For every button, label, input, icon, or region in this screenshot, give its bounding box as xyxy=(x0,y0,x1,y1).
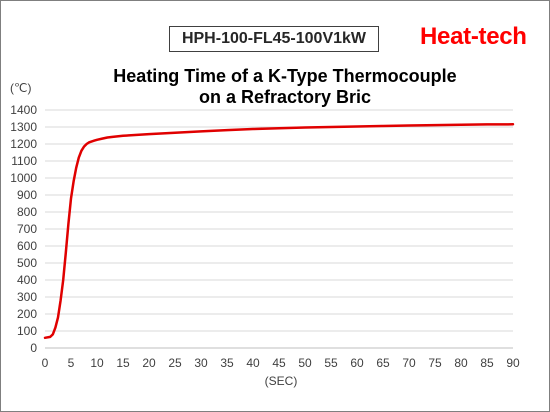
y-tick-label: 1300 xyxy=(10,120,37,134)
gridlines xyxy=(45,109,513,332)
chart-title-line-2: on a Refractory Bric xyxy=(198,87,372,107)
x-axis-label: (SEC) xyxy=(265,374,298,388)
brand-logo-text: Heat-tech xyxy=(420,23,527,50)
x-tick-label: 50 xyxy=(298,356,312,370)
x-tick-label: 70 xyxy=(402,356,416,370)
x-tick-label: 5 xyxy=(68,356,75,370)
y-tick-label: 300 xyxy=(17,290,37,304)
y-tick-label: 1100 xyxy=(11,154,37,168)
x-tick-label: 65 xyxy=(376,356,390,370)
x-tick-label: 20 xyxy=(142,356,156,370)
series-layer xyxy=(43,123,515,340)
x-tick-label: 55 xyxy=(324,356,338,370)
x-tick-label: 30 xyxy=(194,356,208,370)
model-label: HPH-100-FL45-100V1kW xyxy=(181,30,367,47)
y-tick-label: 900 xyxy=(17,188,37,202)
y-tick-label: 500 xyxy=(17,256,37,270)
chart-title-line-1: Heating Time of a K-Type Thermocouple xyxy=(113,66,457,86)
x-tick-label: 90 xyxy=(506,356,520,370)
y-axis-label: (℃) xyxy=(10,81,31,95)
x-tick-label: 15 xyxy=(116,356,130,370)
x-tick-label: 10 xyxy=(90,356,104,370)
y-tick-label: 1200 xyxy=(10,137,37,151)
y-tick-label: 100 xyxy=(17,324,37,338)
y-tick-label: 700 xyxy=(17,222,37,236)
y-tick-label: 200 xyxy=(17,307,37,321)
y-tick-label: 600 xyxy=(17,239,37,253)
x-tick-label: 45 xyxy=(272,356,286,370)
y-tick-label: 1400 xyxy=(10,103,37,117)
x-tick-labels: 0 5 10 15 20 25 30 35 40 45 50 55 60 65 70 75 80 85 90 xyxy=(42,356,520,370)
y-tick-label: 1000 xyxy=(10,171,37,185)
y-tick-labels: 0 100 200 300 400 500 600 700 800 900 1000 1100 1200… xyxy=(10,103,37,355)
x-tick-label: 80 xyxy=(454,356,468,370)
model-label-box: HPH-100-FL45-100V1kW xyxy=(169,26,379,52)
y-tick-label: 800 xyxy=(17,205,37,219)
x-tick-label: 0 xyxy=(42,356,49,370)
series-line-temperature xyxy=(43,123,515,340)
x-tick-label: 40 xyxy=(246,356,260,370)
x-tick-label: 75 xyxy=(428,356,442,370)
y-tick-label: 400 xyxy=(17,273,37,287)
chart-title: Heating Time of a K-Type Thermocouple on… xyxy=(50,66,520,108)
x-tick-label: 35 xyxy=(220,356,234,370)
x-tick-label: 85 xyxy=(480,356,494,370)
y-tick-label: 0 xyxy=(30,341,37,355)
x-tick-label: 60 xyxy=(350,356,364,370)
x-tick-label: 25 xyxy=(168,356,182,370)
